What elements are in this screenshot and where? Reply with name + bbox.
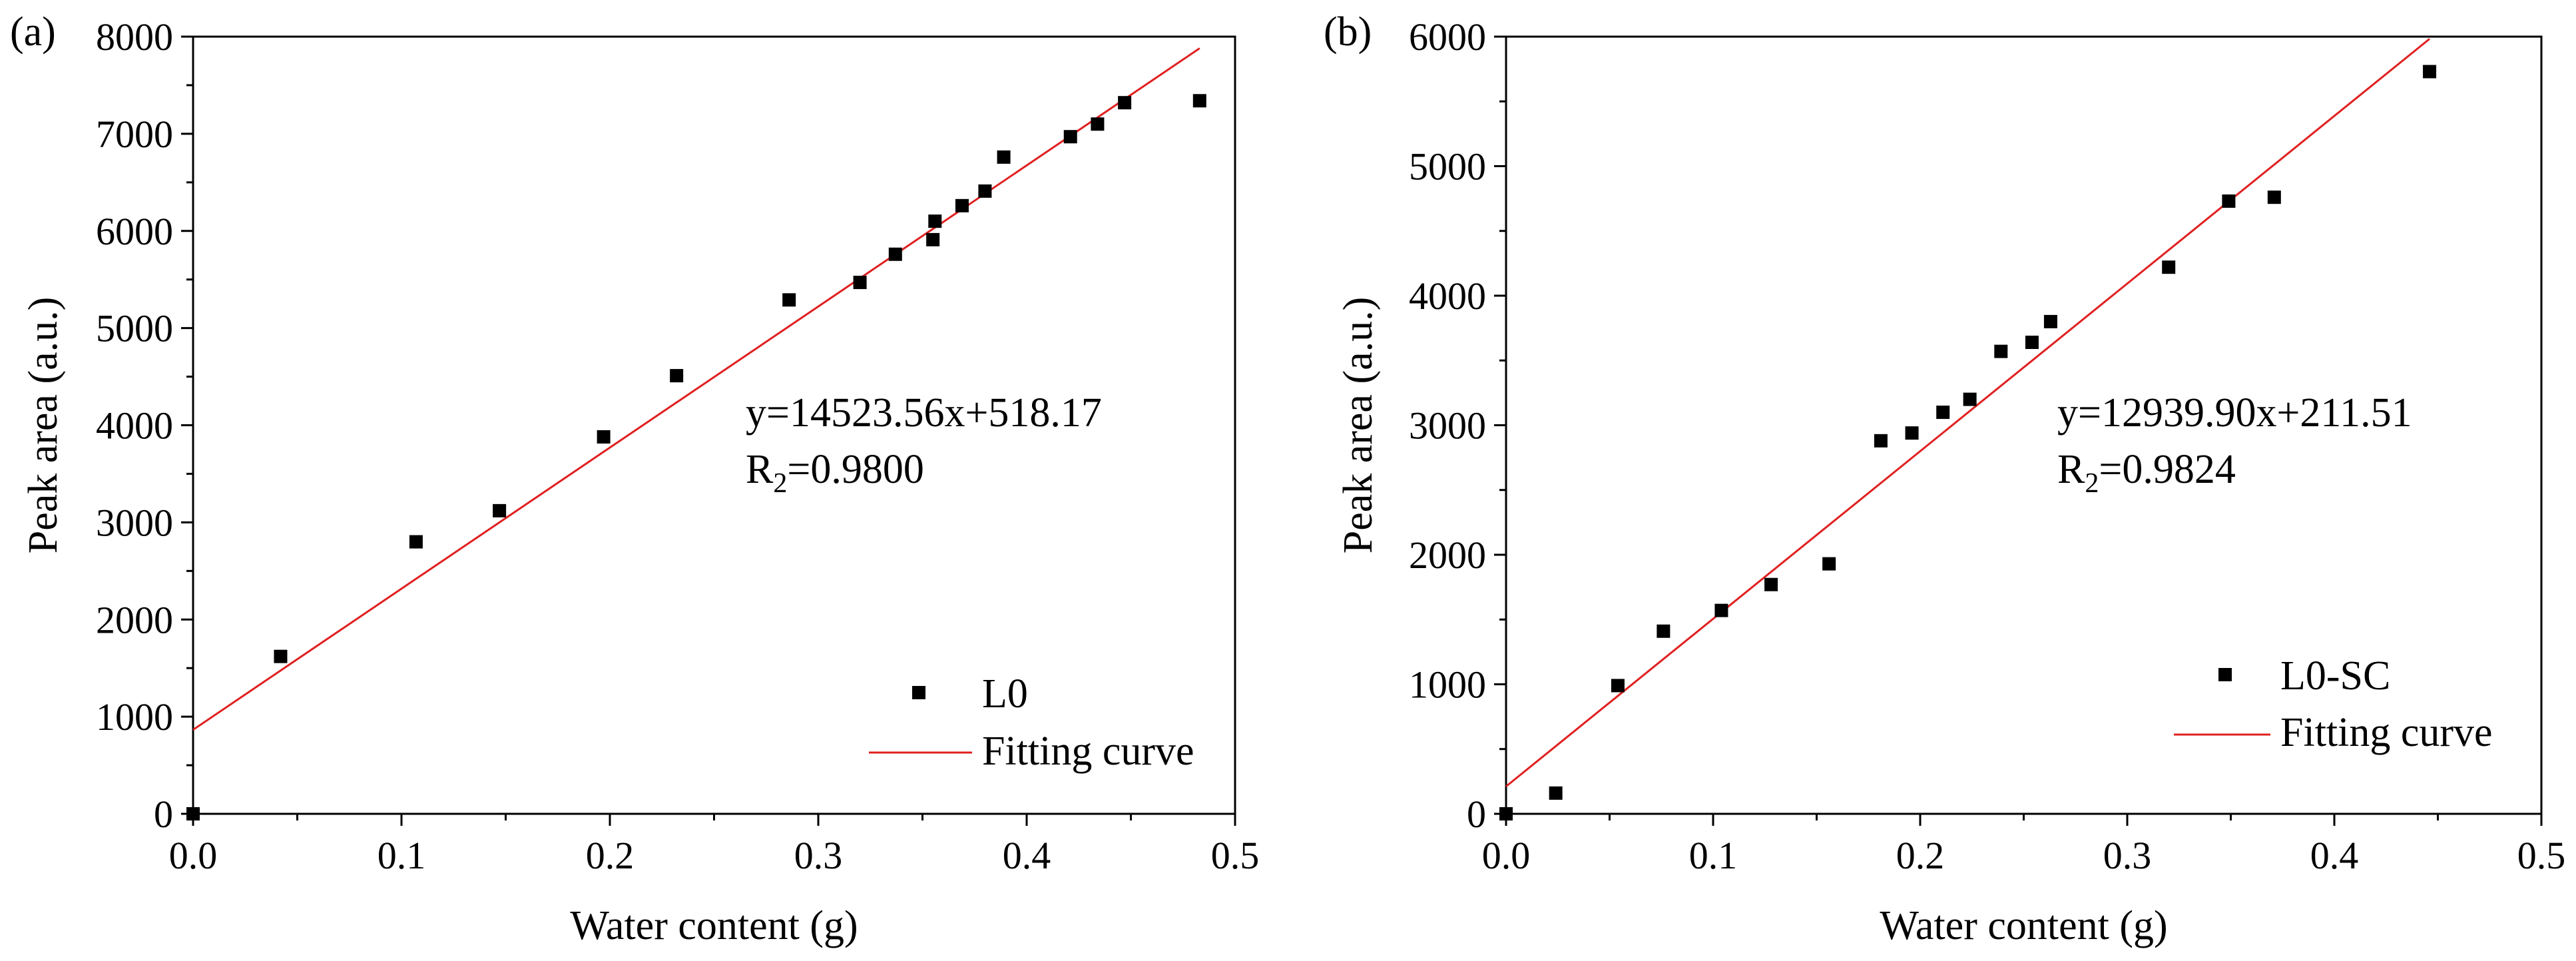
legend-label-series: L0-SC — [2280, 653, 2390, 699]
x-tick-label: 0.0 — [169, 834, 218, 877]
x-tick-label: 0.5 — [1211, 834, 1260, 877]
data-point — [1499, 807, 1513, 820]
y-tick-label: 5000 — [96, 307, 173, 350]
x-tick-label: 0.4 — [1003, 834, 1051, 877]
data-point — [853, 276, 867, 290]
y-tick-label: 6000 — [96, 210, 173, 253]
legend-label-fit: Fitting curve — [2280, 710, 2493, 755]
data-point — [670, 369, 684, 383]
y-tick-label: 0 — [154, 793, 173, 836]
data-point — [926, 232, 940, 246]
data-point — [888, 247, 902, 261]
fit-equation: y=14523.56x+518.17 — [746, 390, 1102, 436]
data-point — [928, 214, 942, 228]
data-point — [1611, 679, 1625, 693]
data-point — [1192, 94, 1206, 108]
data-point — [2267, 190, 2281, 204]
data-point — [2222, 194, 2236, 208]
y-axis-title: Peak area (a.u.) — [21, 297, 66, 554]
y-tick-label: 2000 — [1409, 533, 1486, 577]
x-tick-label: 0.5 — [2517, 834, 2566, 877]
chart-panel-b: (b) 0.0 0.1 0.2 0.3 0.4 0.5 0 1000 2000 3000 4000 50… — [1324, 9, 2565, 948]
data-point — [1905, 426, 1919, 440]
data-point — [597, 430, 611, 444]
data-point — [2423, 65, 2437, 79]
data-point — [493, 503, 507, 517]
x-tick-label: 0.4 — [2310, 834, 2359, 877]
x-tick-label: 0.3 — [2103, 834, 2152, 877]
y-tick-label: 6000 — [1409, 15, 1486, 59]
data-point — [1714, 603, 1728, 617]
x-tick-label: 0.1 — [1689, 834, 1738, 877]
data-point — [409, 535, 423, 549]
legend-label-series: L0 — [982, 671, 1028, 717]
y-tick-label: 4000 — [96, 404, 173, 448]
data-point — [1822, 557, 1836, 571]
chart-panel-a: (a) 0.0 0.1 0.2 0.3 0.4 0.5 0 1000 2000 3000 4000 50… — [10, 9, 1259, 948]
data-point — [1764, 577, 1778, 591]
data-point — [1091, 117, 1105, 131]
y-tick-label: 4000 — [1409, 274, 1486, 318]
y-tick-label: 2000 — [96, 598, 173, 641]
legend-marker-points — [2218, 668, 2232, 681]
data-point — [1549, 786, 1563, 800]
data-point — [1874, 434, 1888, 448]
data-point — [186, 807, 200, 820]
y-tick-label: 3000 — [96, 501, 173, 544]
data-point — [2043, 314, 2057, 328]
y-tick-label: 8000 — [96, 15, 173, 59]
x-tick-label: 0.3 — [794, 834, 843, 877]
data-point — [2025, 336, 2039, 350]
data-point — [1063, 130, 1077, 144]
data-point — [274, 649, 288, 663]
legend-label-fit: Fitting curve — [982, 729, 1194, 774]
fit-line — [1505, 38, 2431, 788]
data-point — [1963, 392, 1977, 406]
y-tick-label: 0 — [1467, 793, 1486, 836]
y-axis-title: Peak area (a.u.) — [1336, 297, 1381, 554]
fit-line — [192, 47, 1200, 731]
data-point — [1994, 344, 2008, 358]
data-point — [1657, 624, 1671, 638]
y-tick-label: 7000 — [96, 113, 173, 156]
fit-equation: y=12939.90x+211.51 — [2057, 390, 2412, 436]
r-squared: R2=0.9824 — [2057, 447, 2236, 499]
x-axis-title: Water content (g) — [570, 903, 858, 948]
x-tick-label: 0.2 — [1896, 834, 1945, 877]
y-tick-label: 1000 — [1409, 663, 1486, 707]
x-tick-label: 0.2 — [586, 834, 635, 877]
data-point — [782, 293, 796, 307]
data-point — [997, 150, 1011, 164]
panel-label: (a) — [10, 9, 56, 55]
data-point — [978, 184, 992, 198]
data-point — [2162, 260, 2176, 274]
x-tick-label: 0.0 — [1482, 834, 1531, 877]
data-point — [955, 198, 969, 212]
r-squared: R2=0.9800 — [746, 447, 924, 499]
x-tick-label: 0.1 — [378, 834, 426, 877]
y-tick-label: 1000 — [96, 695, 173, 739]
y-tick-label: 3000 — [1409, 404, 1486, 448]
x-axis-title: Water content (g) — [1880, 903, 2167, 948]
data-point — [1936, 406, 1950, 420]
y-tick-label: 5000 — [1409, 145, 1486, 188]
data-point — [1118, 96, 1132, 110]
legend-marker-points — [912, 686, 925, 699]
panel-label: (b) — [1324, 9, 1372, 55]
